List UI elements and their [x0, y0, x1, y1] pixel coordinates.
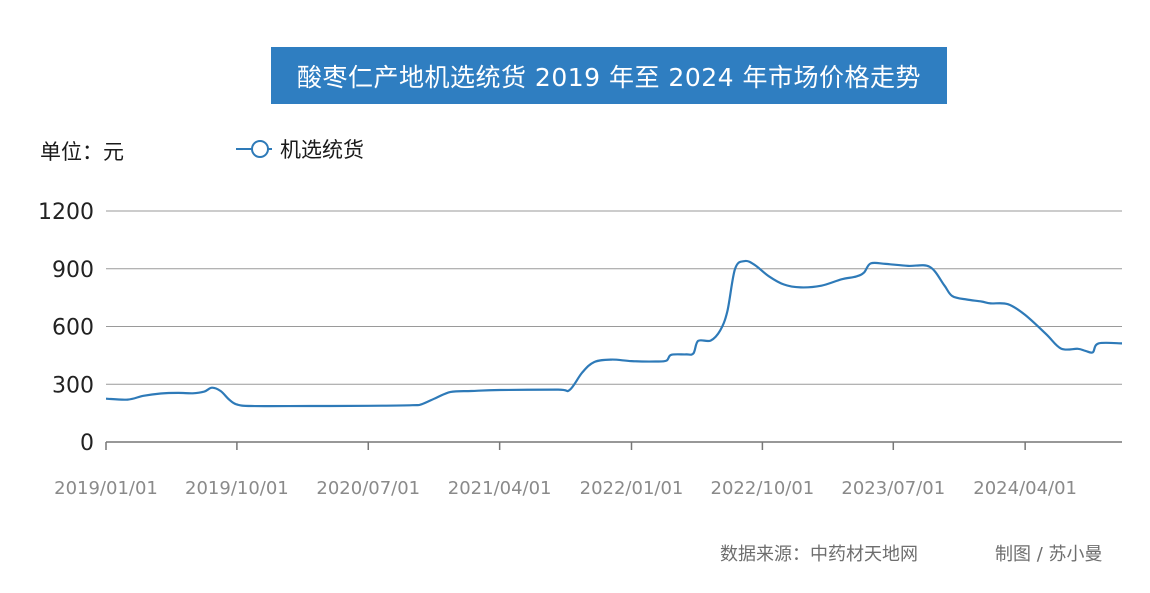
chart-title: 酸枣仁产地机选统货 2019 年至 2024 年市场价格走势 [271, 47, 947, 104]
x-tick-label: 2024/04/01 [973, 478, 1077, 499]
unit-label: 单位：元 [40, 140, 124, 164]
data-source: 数据来源：中药材天地网 [720, 544, 918, 565]
chart-credit: 制图 / 苏小曼 [995, 544, 1103, 565]
y-tick-label: 1200 [38, 200, 94, 225]
legend-line-circle-icon [236, 140, 272, 158]
y-tick-label: 300 [52, 373, 94, 398]
x-tick-label: 2021/04/01 [448, 478, 552, 499]
y-tick-label: 600 [52, 316, 94, 341]
y-tick-label: 900 [52, 258, 94, 283]
legend-label: 机选统货 [280, 138, 364, 162]
x-tick-label: 2020/07/01 [316, 478, 420, 499]
x-tick-label: 2023/07/01 [841, 478, 945, 499]
x-tick-label: 2022/01/01 [580, 478, 684, 499]
x-tick-label: 2019/10/01 [185, 478, 289, 499]
y-tick-label: 0 [80, 431, 94, 456]
x-tick-label: 2019/01/01 [54, 478, 158, 499]
series-line [105, 259, 1123, 408]
legend: 机选统货 [236, 134, 364, 164]
x-tick-label: 2022/10/01 [711, 478, 815, 499]
